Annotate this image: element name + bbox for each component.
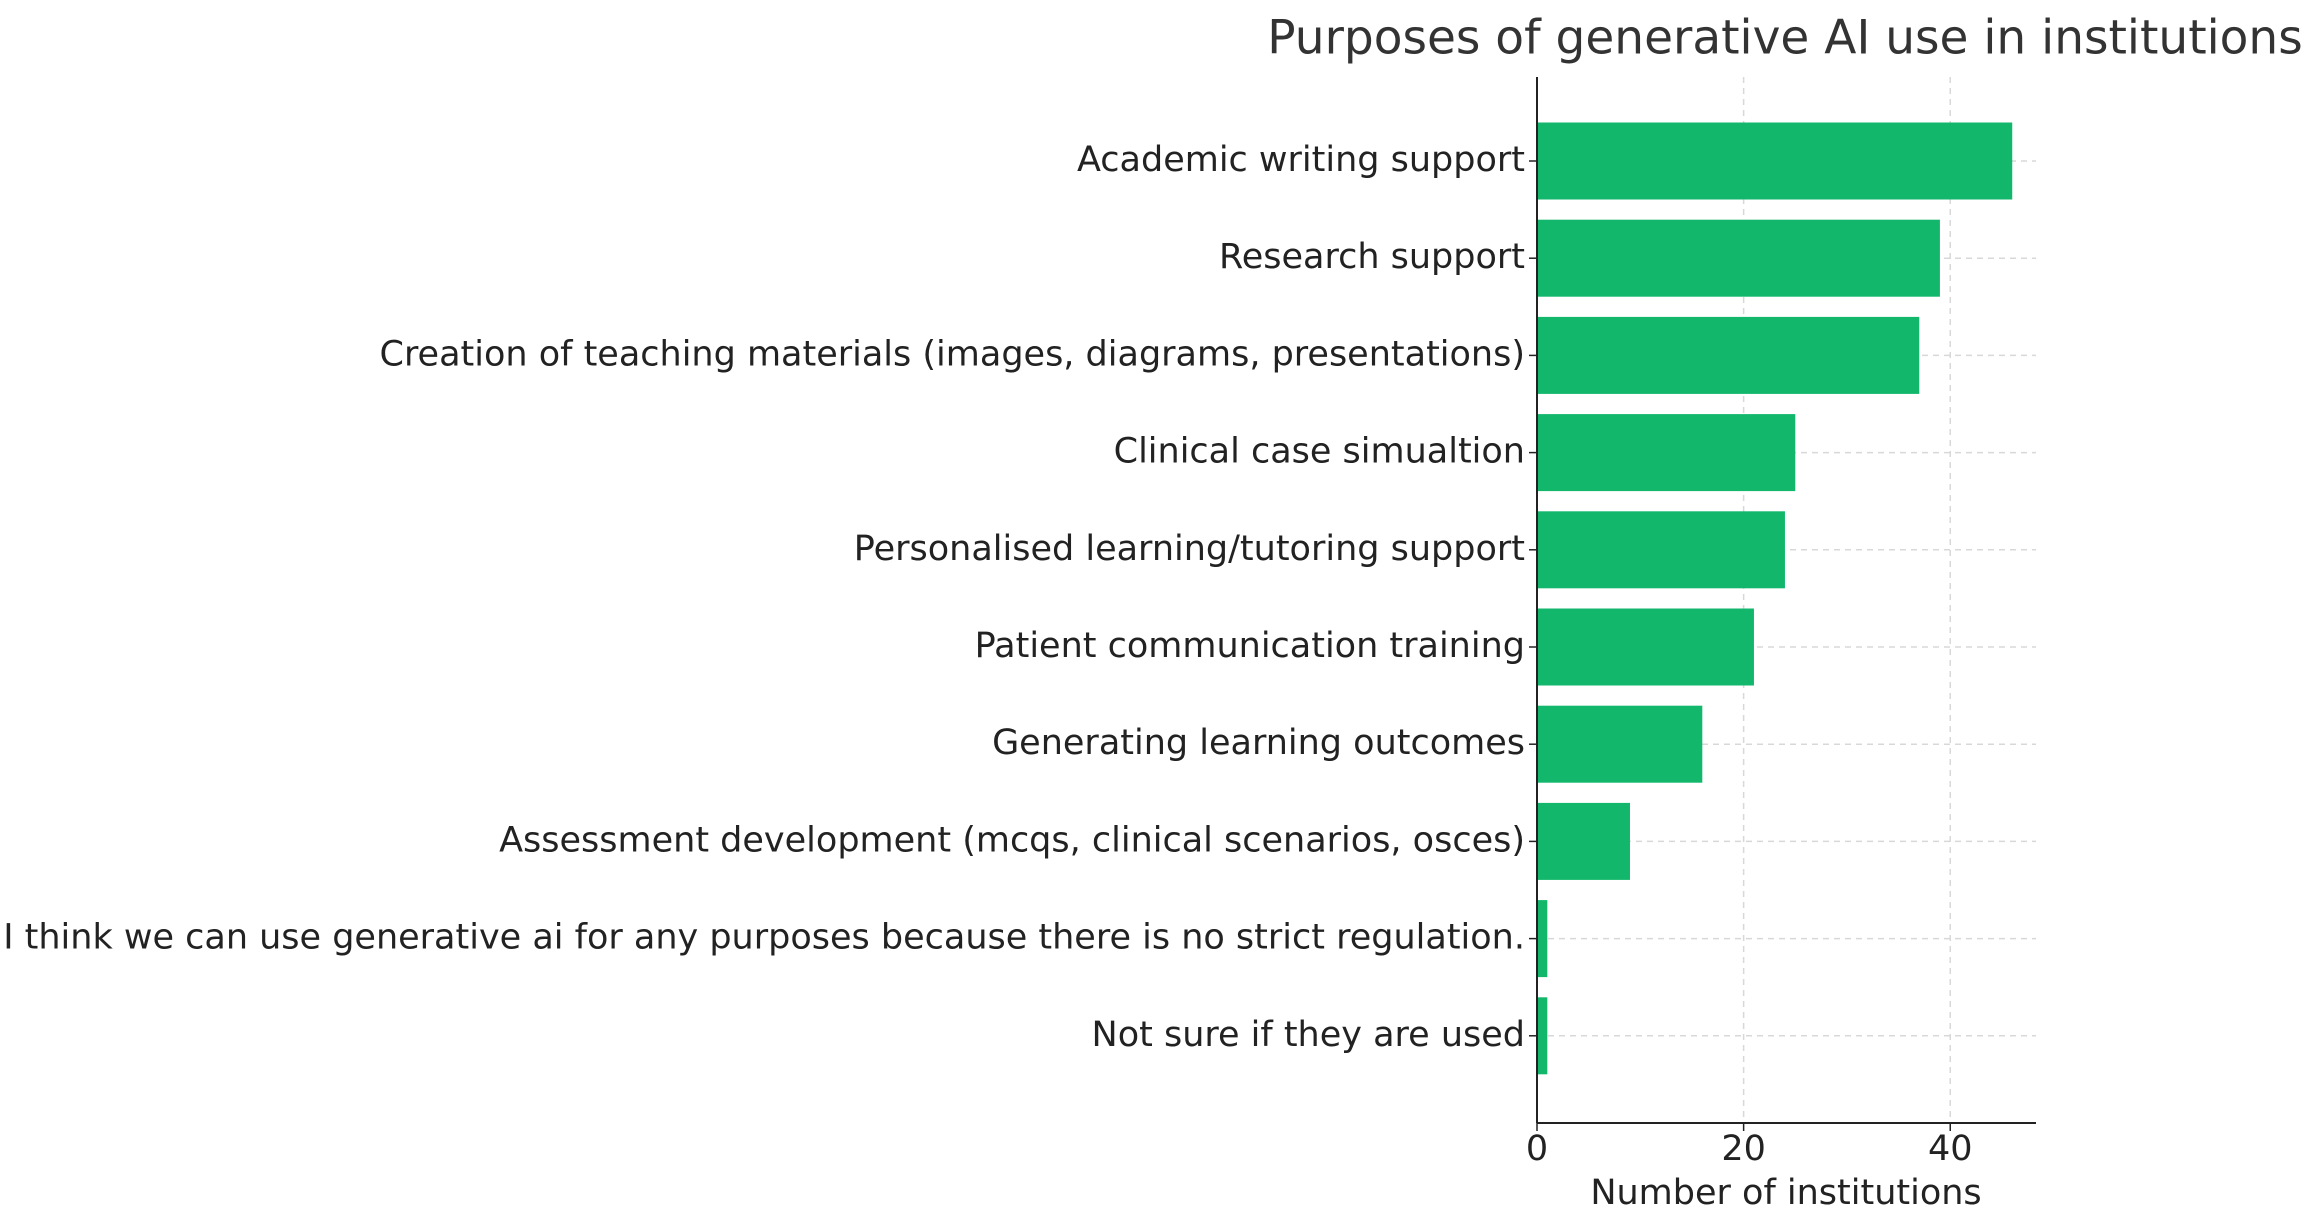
y-tick-label: Clinical case simualtion — [1114, 432, 1525, 472]
y-tick-label: Creation of teaching materials (images, … — [380, 334, 1526, 374]
bar — [1537, 122, 2013, 200]
x-axis-label: Number of institutions — [1590, 1173, 1981, 1213]
x-tick-label: 0 — [1526, 1129, 1548, 1169]
chart-title: Purposes of generative AI use in institu… — [1267, 11, 2302, 66]
y-tick-label: Assessment development (mcqs, clinical s… — [499, 820, 1525, 860]
bar — [1537, 997, 1548, 1075]
bar — [1537, 511, 1785, 589]
y-tick-label: Not sure if they are used — [1092, 1015, 1525, 1055]
y-tick-label: Generating learning outcomes — [992, 723, 1525, 763]
bar — [1537, 608, 1754, 686]
bar — [1537, 802, 1630, 880]
y-tick-label: Research support — [1219, 237, 1525, 277]
y-tick-label: Personalised learning/tutoring support — [854, 529, 1525, 569]
y-tick-label: Patient communication training — [975, 626, 1525, 666]
y-tick-label: I think we can use generative ai for any… — [3, 918, 1525, 958]
bar — [1537, 414, 1796, 492]
bar — [1537, 219, 1940, 297]
bar — [1537, 316, 1920, 394]
y-tick-label: Academic writing support — [1077, 140, 1525, 180]
bar — [1537, 705, 1703, 783]
x-tick-label: 40 — [1928, 1129, 1973, 1169]
bar — [1537, 900, 1548, 978]
x-tick-label: 20 — [1721, 1129, 1766, 1169]
